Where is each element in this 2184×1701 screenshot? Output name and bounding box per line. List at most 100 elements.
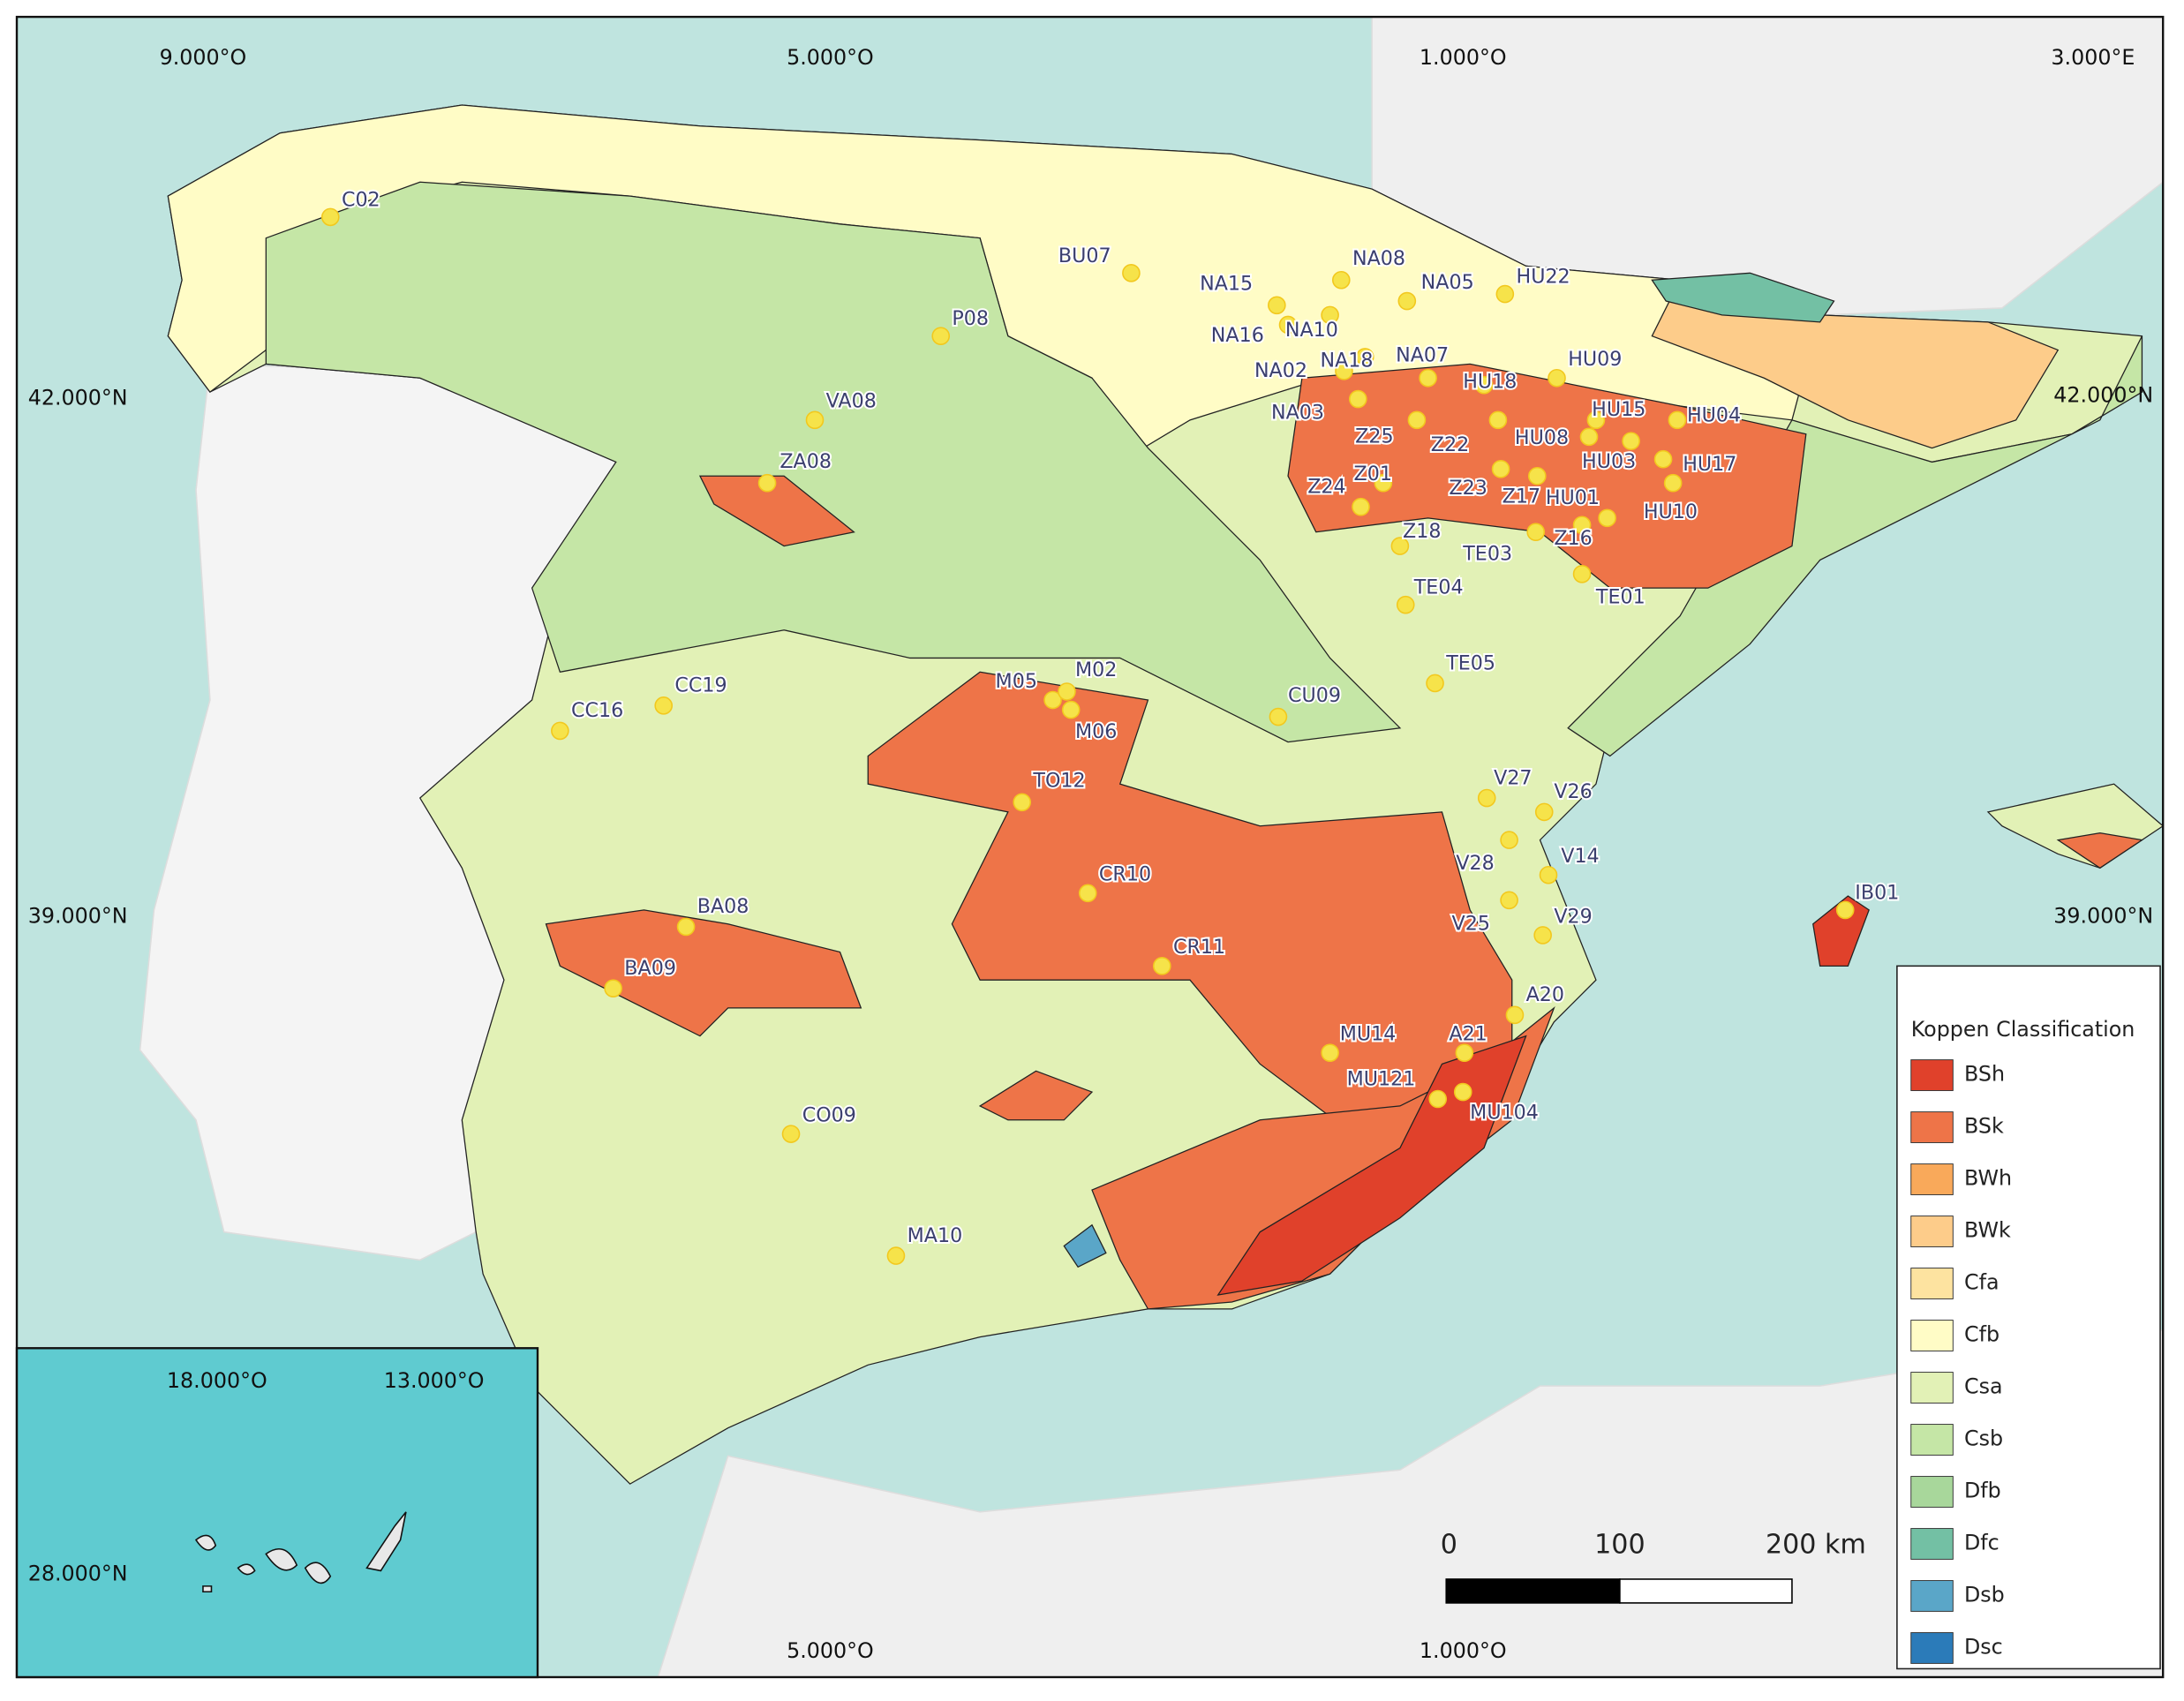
station-point bbox=[1500, 831, 1518, 849]
climate-zone bbox=[978, 1070, 1094, 1121]
legend-swatch bbox=[1910, 1216, 1954, 1247]
legend-swatch bbox=[1910, 1528, 1954, 1560]
station-point bbox=[1548, 368, 1566, 388]
station-point bbox=[604, 979, 622, 998]
legend-label: Dfc bbox=[1964, 1530, 1999, 1554]
station-label: MU14 bbox=[1340, 1023, 1397, 1046]
station-point bbox=[1526, 523, 1546, 542]
station-point bbox=[1349, 389, 1367, 409]
climate-zone bbox=[1216, 1035, 1527, 1296]
lon-label: 1.000°O bbox=[1420, 1638, 1507, 1663]
station-point bbox=[1500, 891, 1518, 910]
station-point bbox=[551, 721, 569, 741]
station-label: HU03 bbox=[1582, 450, 1636, 473]
station-label: TO12 bbox=[1032, 769, 1085, 792]
station-point bbox=[1539, 865, 1558, 884]
station-point bbox=[1321, 1043, 1339, 1062]
station-label: TE04 bbox=[1413, 576, 1464, 599]
station-label: IB01 bbox=[1855, 881, 1899, 904]
station-label: V25 bbox=[1452, 912, 1490, 935]
lat-label: 42.000°N bbox=[28, 386, 128, 410]
legend-label: Dfb bbox=[1964, 1478, 2001, 1502]
station-label: CO09 bbox=[802, 1104, 856, 1127]
station-point bbox=[1428, 1089, 1448, 1109]
station-point bbox=[1533, 926, 1552, 945]
scale-label: 0 bbox=[1441, 1529, 1457, 1560]
station-point bbox=[1152, 957, 1171, 975]
station-point bbox=[1495, 284, 1515, 304]
station-point bbox=[1061, 700, 1081, 719]
station-point bbox=[1488, 410, 1508, 430]
lon-label: 1.000°O bbox=[1420, 45, 1507, 70]
station-label: V29 bbox=[1554, 905, 1592, 928]
station-point bbox=[1278, 315, 1298, 335]
legend: Koppen Classification BSh BSk BWh BWk Cfa Cfb… bbox=[1896, 965, 2161, 1670]
climate-zone bbox=[1651, 279, 2060, 449]
station-point bbox=[1122, 264, 1141, 282]
station-label: HU01 bbox=[1546, 486, 1600, 509]
station-point bbox=[1352, 497, 1370, 516]
station-label: C02 bbox=[342, 188, 380, 211]
station-point bbox=[886, 1246, 906, 1265]
station-label: Z24 bbox=[1307, 475, 1345, 498]
climate-zone bbox=[265, 181, 1402, 743]
scale-bar-white bbox=[1619, 1578, 1793, 1604]
station-label: NA08 bbox=[1352, 247, 1405, 270]
station-label: VA08 bbox=[826, 390, 877, 413]
scale-bar: 0 100 200 km bbox=[1441, 1529, 1866, 1604]
station-point bbox=[1477, 788, 1496, 808]
station-label: Z16 bbox=[1554, 527, 1592, 550]
station-point bbox=[1474, 375, 1494, 395]
climate-zone bbox=[2056, 832, 2144, 869]
scale-label: 100 bbox=[1594, 1529, 1646, 1560]
scale-label: 200 km bbox=[1766, 1529, 1866, 1560]
station-label: BA09 bbox=[624, 957, 676, 980]
station-label: CC16 bbox=[571, 699, 623, 722]
station-point bbox=[1572, 564, 1592, 583]
station-label: HU04 bbox=[1687, 404, 1741, 427]
station-point bbox=[1078, 884, 1097, 903]
station-label: HU18 bbox=[1463, 371, 1517, 394]
legend-label: Cfa bbox=[1964, 1270, 1999, 1295]
station-label: V26 bbox=[1554, 780, 1592, 803]
climate-zone bbox=[1812, 895, 1870, 967]
legend-label: BSh bbox=[1964, 1062, 2005, 1087]
station-point bbox=[1396, 595, 1415, 614]
legend-swatch bbox=[1910, 1632, 1954, 1664]
legend-label: Dsc bbox=[1964, 1634, 2003, 1659]
station-label: V14 bbox=[1561, 845, 1599, 868]
legend-label: Csb bbox=[1964, 1426, 2003, 1451]
station-point bbox=[1835, 900, 1855, 920]
legend-label: Dsb bbox=[1964, 1582, 2005, 1607]
station-point bbox=[1269, 707, 1288, 726]
station-label: A21 bbox=[1449, 1023, 1487, 1046]
station-label: MA10 bbox=[907, 1224, 963, 1247]
station-point bbox=[1390, 537, 1410, 555]
station-label: Z01 bbox=[1354, 463, 1392, 485]
station-label: V28 bbox=[1456, 852, 1494, 875]
station-label: CR10 bbox=[1099, 863, 1151, 886]
legend-title: Koppen Classification bbox=[1911, 1017, 2135, 1042]
station-point bbox=[654, 696, 674, 715]
station-label: Z25 bbox=[1355, 425, 1393, 448]
station-point bbox=[757, 473, 777, 493]
station-point bbox=[1419, 368, 1437, 388]
station-label: HU10 bbox=[1644, 501, 1698, 523]
station-point bbox=[1663, 473, 1683, 493]
lat-label: 42.000°N bbox=[2053, 382, 2153, 407]
station-label: NA02 bbox=[1254, 359, 1307, 382]
station-label: P08 bbox=[952, 307, 989, 330]
legend-swatch bbox=[1910, 1424, 1954, 1456]
station-label: MU121 bbox=[1347, 1067, 1416, 1090]
station-point bbox=[1453, 1082, 1472, 1102]
station-label: NA05 bbox=[1421, 271, 1474, 294]
station-label: V27 bbox=[1494, 766, 1532, 789]
inset-lon-label: 13.000°O bbox=[384, 1368, 485, 1393]
station-label: NA15 bbox=[1200, 273, 1253, 296]
station-point bbox=[1505, 1005, 1525, 1025]
station-point bbox=[1534, 802, 1554, 822]
station-point bbox=[1335, 362, 1353, 380]
station-label: NA10 bbox=[1285, 319, 1338, 342]
station-label: Z23 bbox=[1449, 477, 1487, 500]
